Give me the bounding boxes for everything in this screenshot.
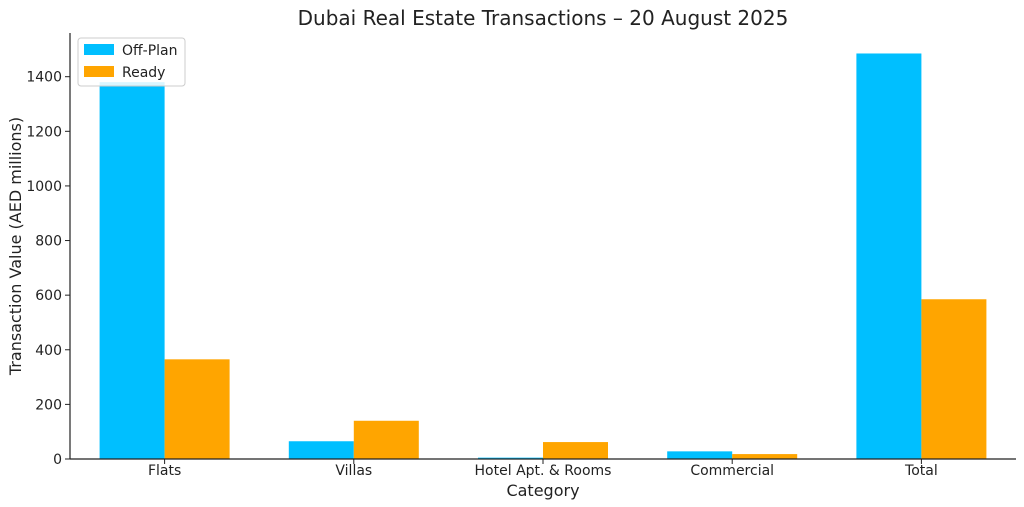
y-tick-label: 1000 xyxy=(26,179,62,195)
bar-off-plan-villas xyxy=(288,441,354,459)
bar-ready-flats xyxy=(164,359,230,459)
bar-ready-total xyxy=(921,299,987,459)
bar-off-plan-hotel-apt-rooms xyxy=(478,457,543,459)
y-tick-label: 0 xyxy=(53,452,62,468)
y-tick-label: 800 xyxy=(35,234,62,250)
y-tick-label: 1400 xyxy=(26,70,62,86)
legend-label-off-plan: Off-Plan xyxy=(122,43,178,59)
legend-swatch-off-plan xyxy=(84,44,114,55)
bars-group xyxy=(99,53,987,460)
x-tick-label: Total xyxy=(904,463,938,479)
y-axis-label: Transaction Value (AED millions) xyxy=(6,117,25,376)
x-tick-label: Villas xyxy=(335,463,372,479)
x-tick-label: Commercial xyxy=(690,463,774,479)
y-tick-label: 600 xyxy=(35,288,62,304)
legend-label-ready: Ready xyxy=(122,65,165,81)
bar-ready-hotel-apt-rooms xyxy=(543,442,608,459)
bar-off-plan-total xyxy=(856,53,922,459)
y-tick-label: 200 xyxy=(35,397,62,413)
legend: Off-Plan Ready xyxy=(77,37,186,87)
chart-title: Dubai Real Estate Transactions – 20 Augu… xyxy=(298,6,789,30)
x-ticks-group: Flats Villas Hotel Apt. & Rooms Commercial T… xyxy=(148,459,938,479)
y-ticks-group: 0 200 400 600 800 1000 1200 1400 xyxy=(26,70,70,468)
bar-off-plan-flats xyxy=(99,82,165,460)
bar-ready-commercial xyxy=(732,454,798,459)
bar-ready-villas xyxy=(353,420,419,459)
x-axis-label: Category xyxy=(506,481,579,500)
x-tick-label: Flats xyxy=(148,463,181,479)
legend-swatch-ready xyxy=(84,66,114,77)
y-tick-label: 400 xyxy=(35,343,62,359)
y-tick-label: 1200 xyxy=(26,124,62,140)
x-tick-label: Hotel Apt. & Rooms xyxy=(475,463,612,479)
bar-off-plan-commercial xyxy=(667,451,733,459)
